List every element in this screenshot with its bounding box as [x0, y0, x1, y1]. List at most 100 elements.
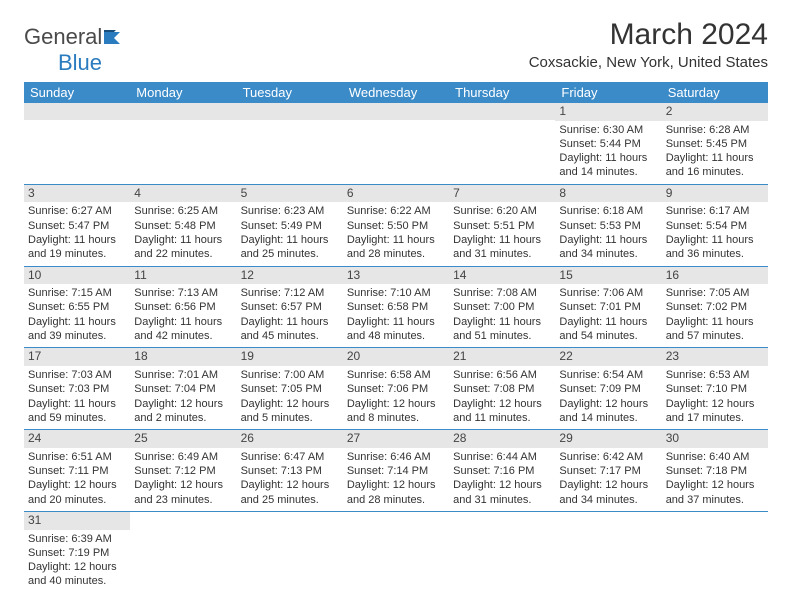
- sunset-line: Sunset: 7:10 PM: [666, 382, 764, 396]
- daylight-line-2: and 20 minutes.: [28, 493, 126, 507]
- daylight-line-2: and 40 minutes.: [28, 574, 126, 588]
- day-number: 17: [24, 348, 130, 366]
- daylight-line-2: and 23 minutes.: [134, 493, 232, 507]
- daylight-line: Daylight: 12 hours: [134, 397, 232, 411]
- sunrise-line: Sunrise: 6:51 AM: [28, 450, 126, 464]
- calendar-cell: [237, 511, 343, 592]
- daylight-line: Daylight: 11 hours: [134, 315, 232, 329]
- sunset-line: Sunset: 7:12 PM: [134, 464, 232, 478]
- sunrise-line: Sunrise: 6:25 AM: [134, 204, 232, 218]
- sunset-line: Sunset: 7:01 PM: [559, 300, 657, 314]
- daylight-line-2: and 45 minutes.: [241, 329, 339, 343]
- weekday-header: Tuesday: [237, 82, 343, 103]
- sunset-line: Sunset: 6:57 PM: [241, 300, 339, 314]
- calendar-cell: 16Sunrise: 7:05 AMSunset: 7:02 PMDayligh…: [662, 266, 768, 348]
- day-number: 27: [343, 430, 449, 448]
- day-number: 4: [130, 185, 236, 203]
- day-number: 11: [130, 267, 236, 285]
- sunrise-line: Sunrise: 6:28 AM: [666, 123, 764, 137]
- calendar-cell: 29Sunrise: 6:42 AMSunset: 7:17 PMDayligh…: [555, 430, 661, 512]
- day-number: 9: [662, 185, 768, 203]
- daylight-line-2: and 57 minutes.: [666, 329, 764, 343]
- day-number: 19: [237, 348, 343, 366]
- calendar-cell: 28Sunrise: 6:44 AMSunset: 7:16 PMDayligh…: [449, 430, 555, 512]
- daylight-line-2: and 14 minutes.: [559, 165, 657, 179]
- calendar-cell: [130, 511, 236, 592]
- logo-word-2: Blue: [58, 50, 102, 75]
- daylight-line-2: and 17 minutes.: [666, 411, 764, 425]
- sunrise-line: Sunrise: 7:10 AM: [347, 286, 445, 300]
- sunrise-line: Sunrise: 7:01 AM: [134, 368, 232, 382]
- daylight-line-2: and 16 minutes.: [666, 165, 764, 179]
- daylight-line: Daylight: 12 hours: [28, 560, 126, 574]
- calendar-week: 3Sunrise: 6:27 AMSunset: 5:47 PMDaylight…: [24, 184, 768, 266]
- flag-icon: [104, 24, 126, 50]
- sunrise-line: Sunrise: 6:22 AM: [347, 204, 445, 218]
- daylight-line: Daylight: 12 hours: [347, 397, 445, 411]
- daylight-line-2: and 36 minutes.: [666, 247, 764, 261]
- daylight-line: Daylight: 12 hours: [453, 397, 551, 411]
- daylight-line: Daylight: 12 hours: [241, 397, 339, 411]
- sunset-line: Sunset: 7:16 PM: [453, 464, 551, 478]
- calendar-cell: 21Sunrise: 6:56 AMSunset: 7:08 PMDayligh…: [449, 348, 555, 430]
- sunset-line: Sunset: 7:06 PM: [347, 382, 445, 396]
- day-number: 22: [555, 348, 661, 366]
- daylight-line: Daylight: 12 hours: [453, 478, 551, 492]
- sunset-line: Sunset: 5:49 PM: [241, 219, 339, 233]
- daylight-line: Daylight: 11 hours: [241, 233, 339, 247]
- sunset-line: Sunset: 7:00 PM: [453, 300, 551, 314]
- daylight-line-2: and 28 minutes.: [347, 247, 445, 261]
- sunrise-line: Sunrise: 7:13 AM: [134, 286, 232, 300]
- calendar-cell: 26Sunrise: 6:47 AMSunset: 7:13 PMDayligh…: [237, 430, 343, 512]
- sunrise-line: Sunrise: 7:00 AM: [241, 368, 339, 382]
- sunset-line: Sunset: 5:53 PM: [559, 219, 657, 233]
- day-number: 13: [343, 267, 449, 285]
- daylight-line: Daylight: 11 hours: [134, 233, 232, 247]
- sunset-line: Sunset: 5:48 PM: [134, 219, 232, 233]
- sunset-line: Sunset: 7:13 PM: [241, 464, 339, 478]
- calendar-cell: 17Sunrise: 7:03 AMSunset: 7:03 PMDayligh…: [24, 348, 130, 430]
- calendar-week: 17Sunrise: 7:03 AMSunset: 7:03 PMDayligh…: [24, 348, 768, 430]
- daylight-line: Daylight: 11 hours: [666, 151, 764, 165]
- sunrise-line: Sunrise: 6:18 AM: [559, 204, 657, 218]
- calendar-cell: 19Sunrise: 7:00 AMSunset: 7:05 PMDayligh…: [237, 348, 343, 430]
- sunset-line: Sunset: 6:55 PM: [28, 300, 126, 314]
- daylight-line-2: and 2 minutes.: [134, 411, 232, 425]
- calendar-cell: 7Sunrise: 6:20 AMSunset: 5:51 PMDaylight…: [449, 184, 555, 266]
- daylight-line: Daylight: 11 hours: [666, 233, 764, 247]
- calendar-cell: 3Sunrise: 6:27 AMSunset: 5:47 PMDaylight…: [24, 184, 130, 266]
- day-number: 5: [237, 185, 343, 203]
- sunset-line: Sunset: 7:18 PM: [666, 464, 764, 478]
- sunset-line: Sunset: 7:19 PM: [28, 546, 126, 560]
- calendar-table: SundayMondayTuesdayWednesdayThursdayFrid…: [24, 82, 768, 593]
- day-number: 20: [343, 348, 449, 366]
- day-number: 12: [237, 267, 343, 285]
- sunrise-line: Sunrise: 6:20 AM: [453, 204, 551, 218]
- day-number: 7: [449, 185, 555, 203]
- calendar-cell: [662, 511, 768, 592]
- calendar-cell: 4Sunrise: 6:25 AMSunset: 5:48 PMDaylight…: [130, 184, 236, 266]
- weekday-header: Friday: [555, 82, 661, 103]
- calendar-cell: [343, 511, 449, 592]
- page-subtitle: Coxsackie, New York, United States: [529, 54, 768, 71]
- logo-text: General Blue: [24, 24, 126, 76]
- weekday-header-row: SundayMondayTuesdayWednesdayThursdayFrid…: [24, 82, 768, 103]
- weekday-header: Sunday: [24, 82, 130, 103]
- sunrise-line: Sunrise: 6:30 AM: [559, 123, 657, 137]
- daylight-line-2: and 34 minutes.: [559, 493, 657, 507]
- daylight-line-2: and 28 minutes.: [347, 493, 445, 507]
- calendar-cell: 14Sunrise: 7:08 AMSunset: 7:00 PMDayligh…: [449, 266, 555, 348]
- sunrise-line: Sunrise: 6:53 AM: [666, 368, 764, 382]
- calendar-cell: [237, 103, 343, 184]
- calendar-cell: 23Sunrise: 6:53 AMSunset: 7:10 PMDayligh…: [662, 348, 768, 430]
- calendar-cell: 24Sunrise: 6:51 AMSunset: 7:11 PMDayligh…: [24, 430, 130, 512]
- day-number: 26: [237, 430, 343, 448]
- calendar-cell: 27Sunrise: 6:46 AMSunset: 7:14 PMDayligh…: [343, 430, 449, 512]
- day-number: 6: [343, 185, 449, 203]
- weekday-header: Thursday: [449, 82, 555, 103]
- daylight-line: Daylight: 11 hours: [28, 233, 126, 247]
- sunrise-line: Sunrise: 6:49 AM: [134, 450, 232, 464]
- calendar-cell: [130, 103, 236, 184]
- calendar-cell: 5Sunrise: 6:23 AMSunset: 5:49 PMDaylight…: [237, 184, 343, 266]
- day-number: 8: [555, 185, 661, 203]
